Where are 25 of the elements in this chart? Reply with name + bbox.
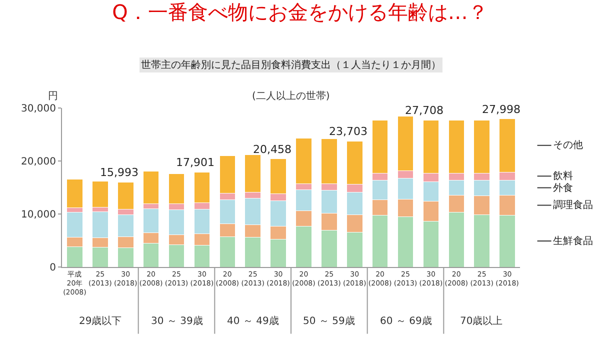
y-tick-label: 10,000 bbox=[21, 210, 56, 220]
text: 飲料 bbox=[553, 170, 573, 182]
y-tick-label: 0 bbox=[50, 262, 56, 274]
total-label: 23,703 bbox=[329, 125, 368, 138]
total-label: 17,901 bbox=[176, 156, 214, 169]
total-label: 15,993 bbox=[100, 166, 138, 179]
total-label: 27,998 bbox=[482, 103, 520, 116]
text: 60 ～ 69歳 bbox=[380, 315, 432, 327]
y-tick-label: 30,000 bbox=[21, 104, 56, 114]
y-tick-label: 20,000 bbox=[21, 156, 56, 168]
text: (二人以上の世帯) bbox=[252, 90, 330, 102]
text: 外食 bbox=[553, 182, 573, 194]
text: 70歳以上 bbox=[460, 315, 503, 327]
text: 調理食品 bbox=[553, 199, 593, 211]
text: その他 bbox=[553, 139, 583, 151]
text: 29歳以下 bbox=[79, 315, 122, 327]
chart-title: Q．一番食べ物にお金をかける年齢は…？ bbox=[112, 0, 488, 24]
text: 30 ～ 39歳 bbox=[151, 315, 203, 327]
text: 50 ～ 59歳 bbox=[303, 315, 355, 327]
text: 40 ～ 49歳 bbox=[227, 315, 279, 327]
total-label: 27,708 bbox=[405, 104, 444, 117]
y-axis-title: 円 bbox=[48, 91, 58, 102]
chart-subtitle: 世帯主の年齢別に見た品目別食料消費支出（１人当たり１か月間） bbox=[141, 59, 441, 71]
text: 生鮮食品 bbox=[553, 235, 593, 247]
total-label: 20,458 bbox=[253, 143, 292, 156]
